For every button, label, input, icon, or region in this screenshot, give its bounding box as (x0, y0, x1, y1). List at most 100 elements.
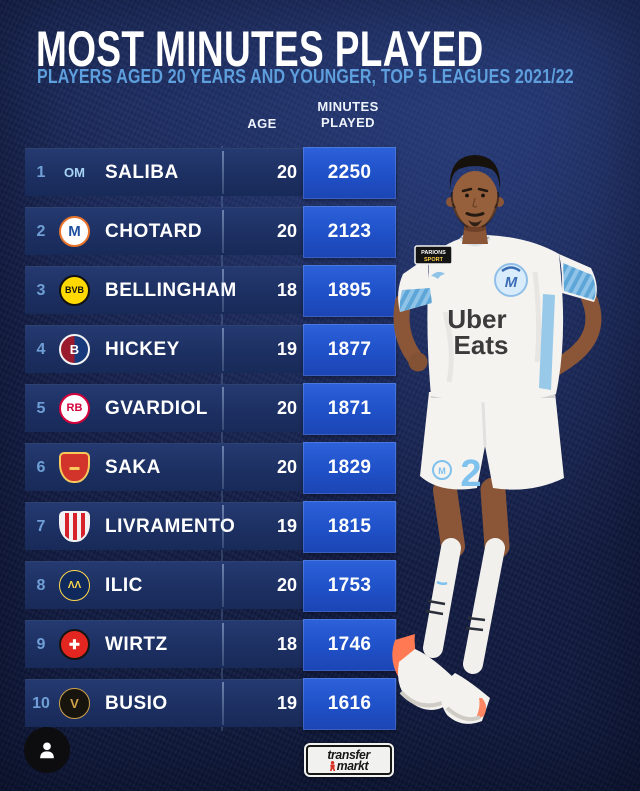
jersey-sponsor-line1: Uber (447, 304, 506, 334)
row-divider (222, 564, 224, 607)
hellas-verona-crest: ΛΛ (59, 570, 90, 601)
arsenal-crest: ▬ (59, 452, 90, 483)
minutes-value: 1753 (327, 575, 372, 596)
rank-number: 7 (36, 517, 46, 535)
column-header-minutes: MINUTES PLAYED (300, 99, 396, 131)
rank-number: 8 (36, 576, 46, 594)
age-value: 20 (276, 221, 298, 241)
page-title: MOST MINUTES PLAYED (36, 21, 484, 77)
player-name: HICKEY (105, 338, 180, 360)
shorts-crest-letter: M (438, 466, 446, 476)
patch-text-line2: SPORT (424, 257, 444, 263)
venezia-crest: V (59, 688, 90, 719)
age-value: 20 (276, 162, 298, 182)
age-value: 18 (276, 280, 298, 300)
rank-number: 9 (36, 635, 46, 653)
minutes-box: 1877 (303, 324, 396, 376)
brand-text-line1: transfer (327, 747, 371, 762)
minutes-box: 2250 (303, 147, 396, 199)
row-divider (222, 505, 224, 548)
transfermarkt-mascot-icon (330, 760, 336, 771)
table-row: 7 LIVRAMENTO 19 1815 (25, 501, 397, 553)
player-legs (392, 477, 510, 724)
leverkusen-crest: ✚ (59, 629, 90, 660)
minutes-value: 1616 (327, 693, 372, 714)
row-divider (222, 328, 224, 371)
minutes-value: 2123 (327, 221, 372, 242)
rank-number: 4 (36, 340, 46, 358)
minutes-value: 1746 (327, 634, 372, 655)
player-head (446, 155, 504, 244)
person-icon (40, 742, 54, 759)
row-divider (222, 387, 224, 430)
minutes-box: 1895 (303, 265, 396, 317)
rank-number: 2 (36, 222, 46, 240)
row-divider (222, 446, 224, 489)
jersey-sponsor-line2: Eats (454, 330, 509, 360)
age-value: 20 (276, 457, 298, 477)
jersey-sponsor-patch (414, 245, 453, 265)
age-value: 18 (276, 634, 298, 654)
montpellier-crest: M (59, 216, 90, 247)
rank-number: 6 (36, 458, 46, 476)
column-header-age: AGE (247, 116, 277, 131)
player-name: BELLINGHAM (105, 279, 237, 301)
brand-text-line2: markt (330, 758, 369, 773)
minutes-value: 1815 (327, 516, 372, 537)
player-name: SAKA (105, 456, 161, 478)
minutes-value: 1829 (327, 457, 372, 478)
minutes-box: 1616 (303, 678, 396, 730)
player-photo: M 2 PARIONS SPORT M (392, 155, 602, 724)
row-divider (222, 682, 224, 725)
player-name: WIRTZ (105, 633, 168, 655)
row-divider (222, 623, 224, 666)
minutes-box: 1753 (303, 560, 396, 612)
transfermarkt-logo[interactable]: transfer markt (304, 743, 394, 777)
player-name: ILIC (105, 574, 143, 596)
row-divider (222, 269, 224, 312)
avatar-button[interactable] (24, 727, 70, 773)
player-name: SALIBA (105, 161, 179, 183)
row-divider (222, 210, 224, 253)
patch-text-line1: PARIONS (421, 250, 446, 256)
minutes-box: 1871 (303, 383, 396, 435)
puma-logo-icon (431, 271, 445, 279)
table-row: 2 M CHOTARD 20 2123 (25, 206, 397, 258)
age-value: 19 (276, 516, 298, 536)
rank-number: 3 (36, 281, 46, 299)
minutes-value: 1871 (327, 398, 372, 419)
om-crest-letter: M (505, 274, 518, 291)
minutes-box: 1829 (303, 442, 396, 494)
player-name: BUSIO (105, 692, 168, 714)
age-value: 19 (276, 693, 298, 713)
rank-number: 5 (36, 399, 46, 417)
page-subtitle: PLAYERS AGED 20 YEARS AND YOUNGER, TOP 5… (37, 66, 574, 88)
row-divider (222, 151, 224, 194)
southampton-crest (59, 511, 90, 542)
age-value: 20 (276, 575, 298, 595)
table-row: 5 RB GVARDIOL 20 1871 (25, 383, 397, 435)
table-row: 10 V BUSIO 19 1616 (25, 678, 397, 730)
minutes-box: 1746 (303, 619, 396, 671)
marseille-crest: OM (64, 165, 85, 180)
age-value: 19 (276, 339, 298, 359)
table-column-divider (221, 146, 223, 731)
rank-number: 10 (32, 694, 50, 712)
minutes-value: 2250 (327, 162, 372, 183)
rank-number: 1 (36, 163, 46, 181)
shorts-number: 2 (460, 453, 481, 495)
player-jersey: PARIONS SPORT M Uber Eats (398, 234, 597, 403)
om-crest-icon: M (494, 263, 528, 297)
bologna-crest: B (59, 334, 90, 365)
minutes-value: 1895 (327, 280, 372, 301)
table-row: 1 OM SALIBA 20 2250 (25, 147, 397, 199)
table-row: 9 ✚ WIRTZ 18 1746 (25, 619, 397, 671)
table-row: 4 B HICKEY 19 1877 (25, 324, 397, 376)
table-row: 6 ▬ SAKA 20 1829 (25, 442, 397, 494)
brand-text-line2-word: markt (337, 758, 369, 773)
player-name: GVARDIOL (105, 397, 208, 419)
column-header-minutes-line1: MINUTES (317, 99, 379, 114)
column-header-minutes-line2: PLAYED (321, 115, 375, 130)
minutes-box: 2123 (303, 206, 396, 258)
